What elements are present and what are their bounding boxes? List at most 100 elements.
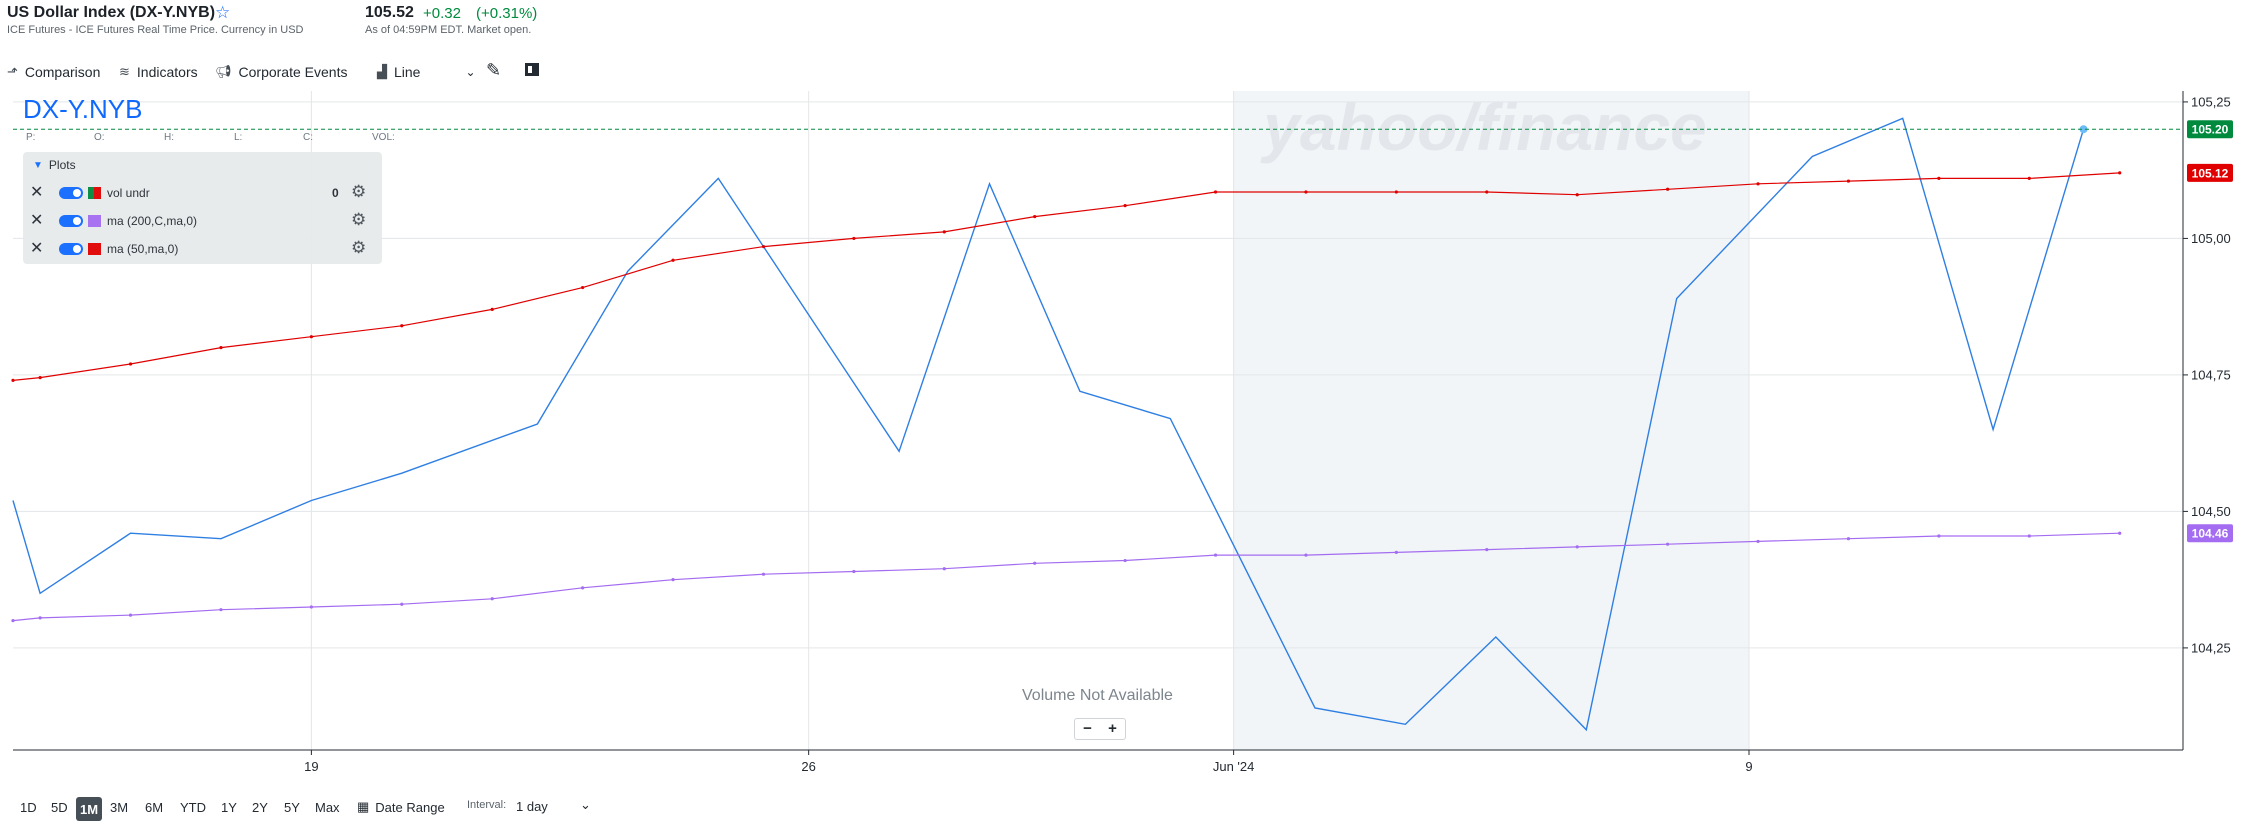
series-point — [309, 605, 313, 609]
chart-type-select[interactable]: ▟ Line ⌄ — [377, 61, 476, 83]
plots-title: Plots — [48, 158, 76, 172]
price-badge-label: 105.20 — [2192, 123, 2229, 137]
plots-toggle[interactable]: ▼ Plots — [33, 158, 76, 172]
corporate-events-button[interactable]: 📢︎ Corporate Events — [215, 61, 347, 83]
range-6m[interactable]: 6M — [145, 799, 164, 815]
series-point — [219, 608, 223, 612]
range-3m[interactable]: 3M — [110, 799, 129, 815]
watchlist-star-icon[interactable]: ☆ — [215, 3, 231, 22]
quote-title: US Dollar Index (DX-Y.NYB) — [7, 4, 216, 21]
chart-axes — [13, 91, 2184, 751]
series-point — [1756, 539, 1760, 544]
plot-row-vol-undr: ✕ vol undr 0 ⚙ — [23, 182, 382, 204]
ohlc-h-label: H: — [164, 132, 174, 143]
price-badge — [2187, 163, 2233, 182]
series-point — [2027, 176, 2031, 180]
plot-row-ma-50: ✕ ma (50,ma,0) ⚙ — [23, 238, 382, 260]
comparison-button[interactable]: ⬏ Comparison — [7, 61, 100, 83]
range-5y[interactable]: 5Y — [284, 799, 300, 815]
series-point — [1394, 550, 1398, 554]
range-5d[interactable]: 5D — [51, 799, 68, 815]
chart-shaded-region — [1233, 91, 1749, 750]
series-point — [852, 236, 856, 241]
layout-grid-icon[interactable] — [525, 63, 539, 76]
series-point — [852, 569, 856, 574]
y-tick-label: 104,25 — [2191, 640, 2231, 655]
range-1m[interactable]: 1M — [76, 797, 103, 821]
series-point — [1213, 190, 1218, 194]
comparison-label: Comparison — [24, 64, 101, 80]
series-point — [1937, 176, 1941, 180]
remove-plot-icon[interactable]: ✕ — [30, 212, 44, 229]
x-tick-label: 9 — [1745, 759, 1752, 774]
series-point — [671, 578, 675, 582]
plot-visibility-toggle[interactable] — [59, 215, 83, 227]
quote-timestamp: As of 04:59PM EDT. Market open. — [365, 24, 532, 36]
interval-select[interactable]: 1 day — [516, 799, 548, 814]
series-point — [2027, 534, 2031, 538]
plot-value: 0 — [332, 186, 339, 200]
price-badge — [2187, 524, 2233, 543]
plot-color-swatch[interactable] — [88, 215, 101, 227]
plots-panel: ▼ Plots ✕ vol undr 0 ⚙ ✕ ma (200,C,ma,0)… — [23, 152, 382, 264]
range-1d[interactable]: 1D — [20, 799, 37, 815]
series-point — [128, 362, 133, 366]
y-tick-labels: 104,25 104,50 104,75 105,00 105,25 — [2183, 94, 2231, 655]
remove-plot-icon[interactable]: ✕ — [30, 240, 44, 257]
series-point — [38, 376, 42, 380]
range-1y[interactable]: 1Y — [221, 799, 237, 815]
line-chart-icon: ▟ — [377, 64, 387, 79]
series-point — [490, 307, 494, 311]
chart-type-label: Line — [394, 64, 421, 80]
x-tick-label: 19 — [304, 759, 318, 774]
range-ytd[interactable]: YTD — [180, 799, 206, 815]
gear-icon[interactable]: ⚙ — [351, 238, 367, 257]
price-change-percent: (+0.31%) — [476, 5, 538, 22]
series-point — [1304, 190, 1308, 194]
plot-visibility-toggle[interactable] — [59, 243, 83, 255]
series-point — [1123, 558, 1127, 563]
range-max[interactable]: Max — [315, 799, 340, 815]
date-range-button[interactable]: ▦ Date Range — [357, 797, 445, 817]
chart-series — [11, 117, 2122, 732]
indicators-label: Indicators — [136, 64, 198, 80]
zoom-in-button[interactable]: + — [1108, 720, 1117, 737]
last-price-marker — [2079, 125, 2088, 134]
series-point — [219, 346, 223, 350]
indicators-button[interactable]: ≋ Indicators — [119, 61, 198, 83]
chevron-down-icon: ⌄ — [465, 65, 476, 79]
gear-icon[interactable]: ⚙ — [351, 210, 367, 229]
draw-pencil-icon[interactable]: ✎ — [486, 60, 502, 80]
series-point — [309, 335, 313, 339]
plot-color-swatch[interactable] — [88, 187, 101, 199]
series-point — [1485, 548, 1489, 552]
series-point — [1666, 187, 1670, 191]
series-point — [128, 613, 133, 617]
plot-color-swatch[interactable] — [88, 243, 101, 255]
x-tick-label: 26 — [801, 759, 815, 774]
series-point — [400, 324, 404, 328]
series-point — [1846, 179, 1851, 183]
gear-icon[interactable]: ⚙ — [351, 182, 367, 201]
indicators-icon: ≋ — [119, 64, 130, 79]
price-badge — [2187, 120, 2233, 139]
plot-label: ma (200,C,ma,0) — [107, 214, 198, 228]
series-point — [1937, 534, 1941, 538]
current-price: 105.52 — [365, 4, 414, 21]
series-point — [671, 258, 675, 262]
series-point — [11, 619, 15, 623]
remove-plot-icon[interactable]: ✕ — [30, 184, 44, 201]
zoom-out-button[interactable]: − — [1083, 720, 1092, 737]
zoom-controls: − + — [1074, 718, 1126, 740]
plot-label: ma (50,ma,0) — [107, 242, 179, 256]
x-tick-label: Jun '24 — [1213, 759, 1255, 774]
chevron-down-icon[interactable]: ⌄ — [580, 797, 591, 812]
interval-label: Interval: — [467, 799, 507, 811]
ohlc-c-label: C: — [303, 132, 313, 143]
series-line — [12, 117, 2085, 732]
range-2y[interactable]: 2Y — [252, 799, 268, 815]
plot-visibility-toggle[interactable] — [59, 187, 83, 199]
ohlc-o-label: O: — [94, 132, 105, 143]
x-tick-labels: 19 26 Jun '24 9 — [304, 750, 1753, 774]
